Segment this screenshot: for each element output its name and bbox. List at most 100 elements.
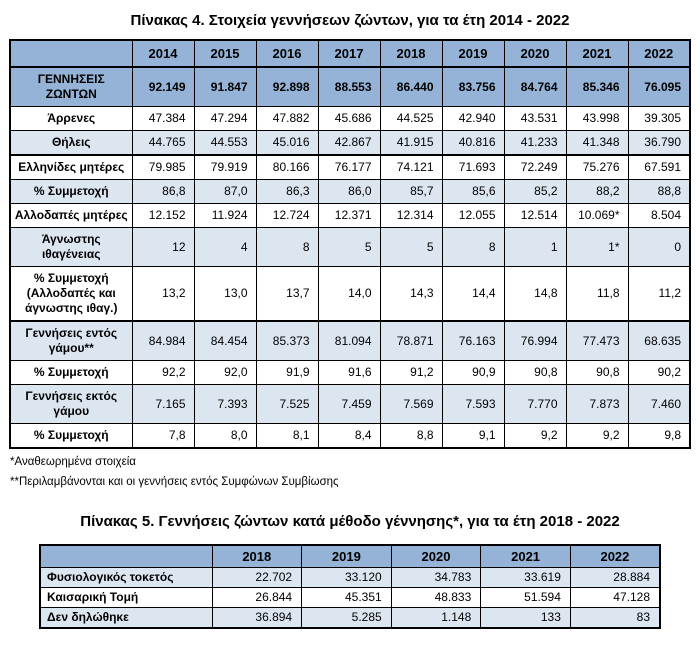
value-cell: 86,0 [317,179,381,204]
value-cell: 8 [255,227,319,267]
value-cell: 9,8 [627,423,691,449]
value-cell: 86,8 [131,179,195,204]
value-cell: 12.314 [379,203,443,228]
value-cell: 12.724 [255,203,319,228]
year-header-cell: 2019 [441,39,505,68]
value-cell: 76.163 [441,320,505,361]
table-row: Άρρενες 47.384 47.294 47.882 45.686 44.525 42.… [9,106,691,131]
value-cell: 91,9 [255,360,319,385]
value-cell: 83.756 [441,66,505,107]
value-cell: 68.635 [627,320,691,361]
value-cell: 22.702 [211,567,303,588]
value-cell: 87,0 [193,179,257,204]
row-label-cell: Γεννήσεις εντός γάμου** [9,320,133,361]
value-cell: 91,2 [379,360,443,385]
value-cell: 39.305 [627,106,691,131]
value-cell: 14,0 [317,266,381,322]
value-cell: 8,0 [193,423,257,449]
value-cell: 85,2 [503,179,567,204]
table-row: Δεν δηλώθηκε 36.894 5.285 1.148 133 83 [39,607,661,629]
corner-cell [9,39,133,68]
value-cell: 90,8 [565,360,629,385]
row-label-cell: Δεν δηλώθηκε [39,607,213,629]
value-cell: 9,2 [503,423,567,449]
value-cell: 79.985 [131,154,195,180]
value-cell: 40.816 [441,130,505,156]
table-row: Καισαρική Τομή 26.844 45.351 48.833 51.594 47… [39,587,661,608]
value-cell: 91,6 [317,360,381,385]
table-row: Γεννήσεις εντός γάμου** 84.984 84.454 85.37… [9,320,691,361]
value-cell: 42.867 [317,130,381,156]
row-label-cell: Αλλοδαπές μητέρες [9,203,133,228]
year-header-cell: 2016 [255,39,319,68]
year-header-cell: 2015 [193,39,257,68]
year-header-cell: 2021 [480,544,571,568]
value-cell: 86.440 [379,66,443,107]
table-row: Ελληνίδες μητέρες 79.985 79.919 80.166 76.17… [9,154,691,180]
value-cell: 79.919 [193,154,257,180]
value-cell: 8,1 [255,423,319,449]
value-cell: 42.940 [441,106,505,131]
row-label-cell: Γεννήσεις εκτός γάμου [9,384,133,424]
value-cell: 92,2 [131,360,195,385]
value-cell: 7.770 [503,384,567,424]
value-cell: 92,0 [193,360,257,385]
value-cell: 90,9 [441,360,505,385]
year-header-row: 2014 2015 2016 2017 2018 2019 2020 2021 2022 [9,39,691,68]
value-cell: 7.393 [193,384,257,424]
value-cell: 83 [569,607,661,629]
year-header-cell: 2020 [503,39,567,68]
row-label-cell: Άγνωστης ιθαγένειας [9,227,133,267]
value-cell: 12.371 [317,203,381,228]
value-cell: 7.873 [565,384,629,424]
value-cell: 5 [317,227,381,267]
value-cell: 88,2 [565,179,629,204]
value-cell: 0 [627,227,691,267]
table-row: Γεννήσεις εκτός γάμου 7.165 7.393 7.525 7.45… [9,384,691,424]
value-cell: 92.898 [255,66,319,107]
value-cell: 9,2 [565,423,629,449]
table-row: Άγνωστης ιθαγένειας 12 4 8 5 5 8 1 1* 0 [9,227,691,267]
row-label-cell: % Συμμετοχή [9,360,133,385]
footnote-cohabitation-agreements: **Περιλαμβάνονται και οι γεννήσεις εντός… [10,476,339,488]
value-cell: 33.619 [480,567,571,588]
row-label-cell: Άρρενες [9,106,133,131]
value-cell: 84.984 [131,320,195,361]
value-cell: 1* [565,227,629,267]
value-cell: 28.884 [569,567,661,588]
table-row: Φυσιολογικός τοκετός 22.702 33.120 34.783 33… [39,567,661,588]
value-cell: 74.121 [379,154,443,180]
value-cell: 41.348 [565,130,629,156]
value-cell: 67.591 [627,154,691,180]
value-cell: 88.553 [317,66,381,107]
value-cell: 8,4 [317,423,381,449]
value-cell: 44.553 [193,130,257,156]
value-cell: 13,0 [193,266,257,322]
value-cell: 7.165 [131,384,195,424]
value-cell: 76.095 [627,66,691,107]
value-cell: 47.384 [131,106,195,131]
year-header-cell: 2019 [301,544,392,568]
value-cell: 45.686 [317,106,381,131]
value-cell: 8.504 [627,203,691,228]
value-cell: 43.998 [565,106,629,131]
value-cell: 75.276 [565,154,629,180]
value-cell: 76.994 [503,320,567,361]
footnote-revised-data: *Αναθεωρημένα στοιχεία [10,456,136,468]
row-label-cell: Ελληνίδες μητέρες [9,154,133,180]
value-cell: 13,2 [131,266,195,322]
value-cell: 47.294 [193,106,257,131]
value-cell: 72.249 [503,154,567,180]
value-cell: 8 [441,227,505,267]
value-cell: 7.569 [379,384,443,424]
value-cell: 80.166 [255,154,319,180]
value-cell: 5 [379,227,443,267]
table-row: % Συμμετοχή 86,8 87,0 86,3 86,0 85,7 85,6 85,2 8… [9,179,691,204]
value-cell: 34.783 [390,567,482,588]
value-cell: 13,7 [255,266,319,322]
value-cell: 14,8 [503,266,567,322]
value-cell: 11,8 [565,266,629,322]
value-cell: 51.594 [480,587,571,608]
value-cell: 78.871 [379,320,443,361]
